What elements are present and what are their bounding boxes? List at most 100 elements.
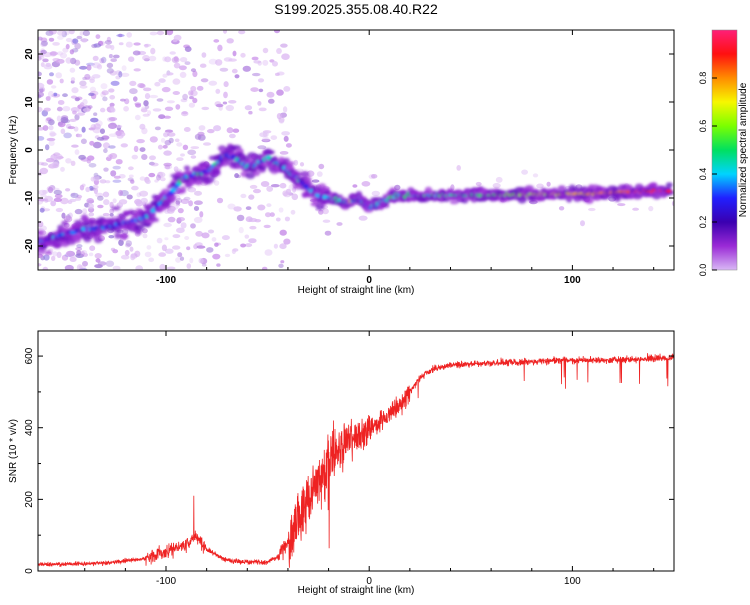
noise-spot — [648, 205, 654, 212]
noise-spot — [281, 131, 290, 136]
noise-spot — [180, 198, 190, 204]
noise-spot — [109, 70, 117, 76]
noise-spot — [175, 200, 181, 205]
noise-spot — [129, 246, 134, 252]
noise-spot — [77, 104, 84, 110]
noise-spot — [163, 162, 172, 167]
noise-spot — [129, 80, 137, 86]
noise-spot — [266, 203, 272, 208]
noise-spot — [68, 30, 75, 35]
noise-spot — [80, 38, 89, 42]
noise-spot — [144, 176, 150, 183]
noise-spot — [38, 106, 43, 113]
noise-spot — [166, 266, 176, 270]
noise-spot — [240, 243, 247, 248]
noise-spot — [173, 55, 179, 62]
noise-spot — [72, 110, 77, 115]
colorbar-gradient — [711, 29, 738, 271]
noise-spot — [160, 138, 166, 143]
noise-spot — [82, 76, 88, 81]
noise-spot — [82, 30, 90, 37]
noise-spot — [148, 161, 155, 166]
noise-spot — [532, 173, 539, 178]
noise-spot — [164, 139, 172, 146]
noise-spot — [164, 164, 171, 170]
noise-spot — [371, 190, 380, 197]
noise-spot — [40, 193, 47, 198]
noise-spot — [269, 212, 275, 217]
noise-spot — [188, 102, 195, 108]
noise-spot — [218, 104, 223, 111]
noise-spot — [149, 136, 158, 143]
noise-spot — [139, 83, 146, 89]
colorbar-label: Normalized spectral amplitude — [738, 82, 749, 217]
ridge-halo — [134, 229, 143, 235]
noise-spot — [88, 252, 94, 257]
ridge-halo — [148, 212, 156, 217]
noise-spot — [50, 154, 58, 161]
noise-spot — [182, 144, 189, 150]
noise-spot — [105, 180, 111, 184]
noise-spot — [190, 223, 196, 229]
noise-spot — [172, 78, 181, 85]
noise-spot — [215, 59, 223, 66]
noise-spot — [154, 179, 159, 183]
ridge-halo — [301, 171, 310, 178]
top-ytick-label: 20 — [24, 48, 35, 60]
noise-spot — [88, 212, 95, 217]
noise-spot — [38, 127, 45, 131]
noise-spot — [293, 159, 299, 166]
noise-spot — [38, 88, 44, 93]
noise-spot — [132, 50, 141, 56]
noise-spot — [62, 93, 68, 98]
noise-spot — [124, 249, 130, 256]
noise-spot — [276, 48, 282, 54]
noise-spot — [156, 30, 165, 36]
noise-spot — [238, 30, 246, 35]
noise-spot — [112, 265, 121, 270]
noise-spot — [39, 207, 45, 213]
noise-spot — [109, 153, 118, 159]
noise-spot — [245, 243, 253, 248]
noise-spot — [108, 235, 115, 239]
noise-spot — [133, 96, 138, 102]
noise-spot — [184, 46, 192, 52]
noise-spot — [70, 95, 78, 99]
noise-spot — [156, 237, 163, 244]
noise-spot — [76, 35, 83, 40]
noise-spot — [245, 206, 252, 211]
noise-spot — [140, 108, 148, 113]
noise-spot — [158, 78, 166, 83]
noise-spot — [49, 130, 56, 138]
bottom-axis-ticks: -100 0 100 0 200 400 600 — [24, 331, 674, 587]
noise-spot — [95, 192, 104, 198]
noise-spot — [68, 252, 76, 258]
noise-spot — [143, 100, 149, 107]
noise-spot — [248, 194, 255, 200]
noise-spot — [110, 170, 117, 177]
noise-spot — [131, 154, 138, 160]
noise-spot — [84, 202, 90, 208]
noise-spot — [60, 52, 67, 59]
noise-spot — [141, 106, 146, 111]
noise-spot — [188, 90, 194, 96]
noise-spot — [102, 191, 110, 198]
noise-spot — [260, 181, 270, 187]
bottom-xlabel: Height of straight line (km) — [298, 585, 415, 596]
ridge-halo — [381, 203, 390, 209]
noise-spot — [75, 196, 82, 201]
ridge-halo — [304, 176, 312, 183]
noise-spot — [257, 204, 266, 211]
noise-spot — [38, 53, 44, 58]
noise-spot — [261, 138, 271, 143]
noise-spot — [279, 182, 287, 189]
noise-spot — [274, 30, 280, 34]
noise-spot — [283, 191, 292, 198]
noise-spot — [90, 124, 97, 130]
noise-spot — [89, 86, 97, 93]
noise-spot — [119, 132, 126, 137]
noise-spot — [97, 204, 104, 209]
noise-spot — [118, 42, 124, 46]
noise-spot — [190, 146, 200, 150]
noise-spot — [236, 174, 241, 179]
